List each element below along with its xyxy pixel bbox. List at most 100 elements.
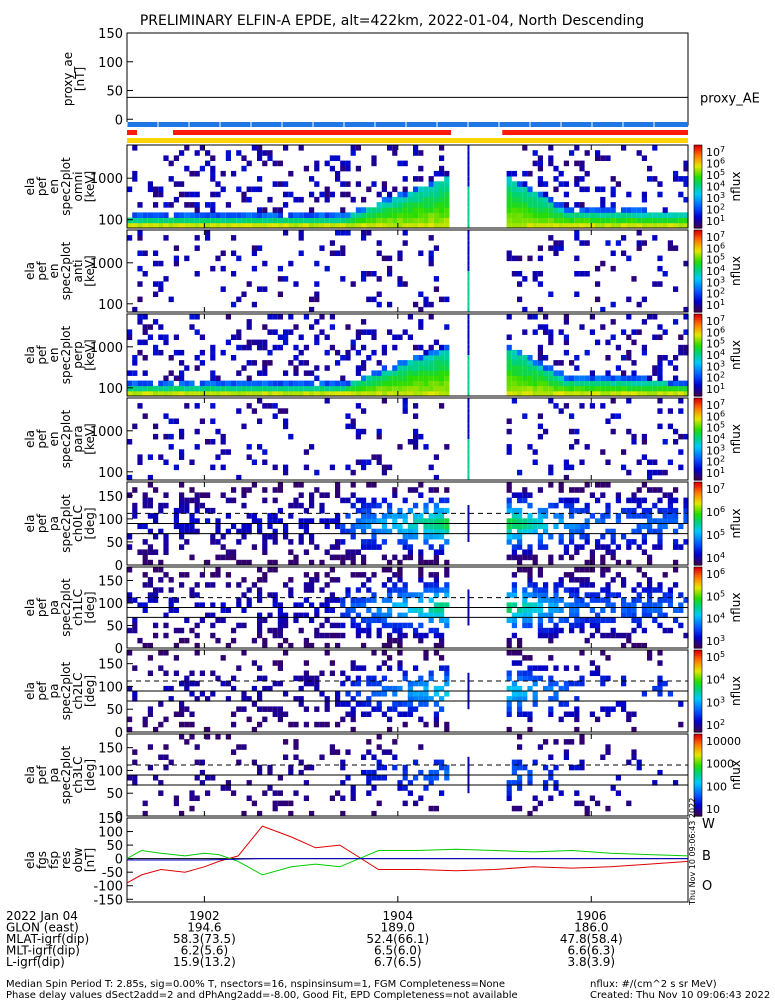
spectrogram-cell [467,170,470,177]
spectrogram-cell [444,592,450,598]
spectrogram-cell [293,370,299,376]
spectrogram-cell [636,622,642,629]
y-tick-label: 150 [98,742,123,757]
y-axis-label: en [47,348,61,363]
y-axis-label: ch3LC [71,757,85,794]
spectrogram-cell [272,528,278,535]
spectrogram-cell [231,380,237,387]
spectrogram-cell [257,186,263,193]
spectrogram-cell [314,632,320,639]
spectrogram-cell [153,250,159,257]
spectrogram-cell [361,769,367,776]
spectrogram-cell [210,349,216,356]
spectrogram-cell [600,202,606,208]
spectrogram-cell [402,398,408,404]
spectrogram-cell [210,207,216,213]
colorbar-segment [694,562,702,566]
colorbar-segment [694,762,702,766]
spectrogram-cell [506,390,512,397]
spectrogram-cell [537,487,543,493]
spectrogram-cell [532,607,538,613]
spectrogram-cell [392,754,398,761]
spectrogram-cell [283,464,289,471]
spectrogram-cell [397,222,403,229]
spectrogram-cell [220,286,226,292]
colorbar-segment [694,569,702,572]
spectrogram-cell [600,544,606,550]
spectrogram-cell [641,196,647,203]
spectrogram-cell [522,549,528,555]
spectrogram-cell [678,408,684,414]
spectrogram-cell [600,597,606,603]
spectrogram-cell [532,380,538,387]
spectrogram-cell [309,533,315,540]
spectrogram-cell [428,385,434,392]
colorbar-segment [694,240,702,243]
spectrogram-cell [527,810,533,817]
spectrogram-cell [158,217,164,224]
spectrogram-cell [621,642,627,649]
spectrogram-cell [246,587,252,593]
colorbar-segment [694,273,702,276]
spectrogram-cell [522,196,528,203]
spectrogram-cell [532,207,538,213]
spectrogram-cell [220,785,226,791]
spectrogram-cell [621,706,627,712]
colorbar-segment [694,625,702,629]
spectrogram-cell [324,196,330,203]
spectrogram-cell [563,459,569,466]
y-tick-label: 1000 [90,341,123,356]
colorbar-segment [694,725,702,729]
colorbar-segment [694,660,702,663]
spectrogram-cell [433,212,439,218]
spectrogram-cell [652,281,658,287]
spectrogram-cell [397,660,403,666]
spectrogram-cell [584,186,590,193]
y-axis-label-group: proxy_ae[nT] [61,52,87,106]
spectrogram-cell [381,642,387,649]
spectrogram-cell [647,597,653,603]
spectrogram-cell [241,212,247,218]
spectrogram-cells [127,482,689,566]
spectrogram-cell [225,680,231,687]
spectrogram-cell [574,764,580,771]
spectrogram-cell [142,329,148,335]
spectrogram-cell [319,390,325,397]
spectrogram-cell [402,721,408,728]
spectrogram-cell [589,554,595,561]
colorbar-segment [694,506,702,510]
spectrogram-cell [220,449,226,455]
spectrogram-cell [132,360,138,366]
spectrogram-cell [361,572,367,578]
spectrogram-cell [423,360,429,366]
spectrogram-cell [236,212,242,218]
colorbar-segment [694,186,702,190]
spectrogram-cell [158,324,164,330]
colorbar-segment [694,203,702,206]
spectrogram-cell [673,607,679,613]
spectrogram-cell [371,572,377,578]
colorbar-segment [694,330,702,334]
spectrogram-cell [657,385,663,392]
spectrogram-cell [428,627,434,634]
colorbar-segment [694,515,702,518]
spectrogram-cell [647,487,653,493]
spectrogram-cell [467,349,470,355]
spectrogram-cell [288,260,294,267]
spectrogram-cell [589,567,595,573]
spectrogram-cell [340,759,346,766]
spectrogram-cell [511,492,517,498]
spectrogram-cell [548,607,554,613]
spectrogram-cell [428,780,434,786]
spectrogram-cell [662,469,668,476]
spectrogram-cell [423,701,429,707]
spectrogram-cell [537,212,543,218]
spectrogram-cell [392,390,398,397]
colorbar-tick-label: 107 [706,398,725,412]
colorbar-segment [694,299,702,303]
spectrogram-cell [537,800,543,807]
spectrogram-cell [683,212,689,218]
colorbar-segment [694,508,702,512]
spectrogram-cell [517,207,523,213]
spectrogram-cell [657,622,663,629]
